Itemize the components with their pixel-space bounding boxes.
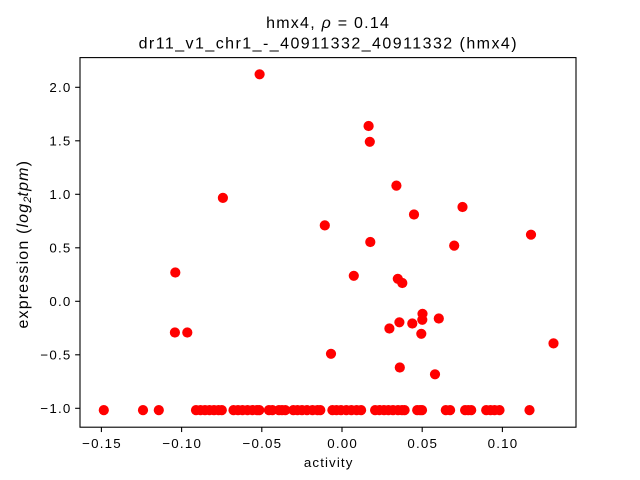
svg-text:−0.15: −0.15 xyxy=(82,436,122,451)
svg-text:dr11_v1_chr1_-_40911332_409113: dr11_v1_chr1_-_40911332_40911332 (hmx4) xyxy=(139,36,518,53)
svg-text:activity: activity xyxy=(304,455,354,470)
svg-text:−0.05: −0.05 xyxy=(243,436,283,451)
svg-text:expression (log2tpm): expression (log2tpm) xyxy=(15,160,34,329)
svg-text:0.0: 0.0 xyxy=(49,294,71,309)
svg-text:1.0: 1.0 xyxy=(49,187,71,202)
svg-text:2.0: 2.0 xyxy=(49,80,71,95)
svg-text:−0.10: −0.10 xyxy=(162,436,202,451)
svg-text:−1.0: −1.0 xyxy=(40,401,71,416)
svg-text:0.10: 0.10 xyxy=(488,436,519,451)
svg-text:0.5: 0.5 xyxy=(49,241,71,256)
svg-text:0.00: 0.00 xyxy=(327,436,358,451)
svg-text:−0.5: −0.5 xyxy=(40,348,71,363)
svg-text:0.05: 0.05 xyxy=(407,436,438,451)
svg-text:hmx4, ρ = 0.14: hmx4, ρ = 0.14 xyxy=(266,15,390,32)
svg-text:1.5: 1.5 xyxy=(49,134,71,149)
